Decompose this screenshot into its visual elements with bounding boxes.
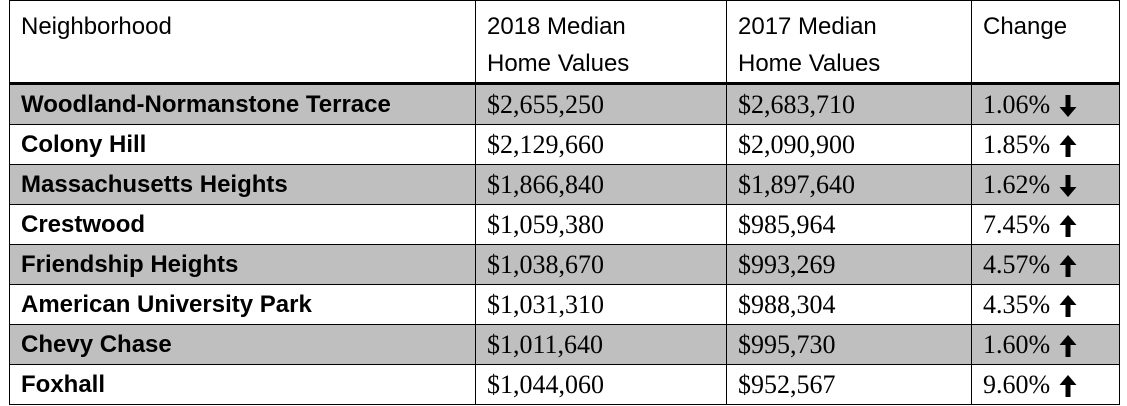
change-cell: 1.85%	[971, 124, 1120, 165]
change-value: 1.62%	[983, 170, 1051, 199]
value-2017-cell: $2,683,710	[726, 83, 972, 125]
value-2018-cell: $1,059,380	[475, 204, 727, 245]
value-2017-cell: $2,090,900	[726, 124, 972, 165]
table-row: Crestwood $1,059,380 $985,964 7.45%	[9, 204, 1120, 245]
value-2017-cell: $995,730	[726, 324, 972, 365]
value-2017-cell: $1,897,640	[726, 164, 972, 205]
header-neighborhood: Neighborhood	[9, 0, 476, 85]
header-change-label: Change	[983, 13, 1068, 40]
table-row: Massachusetts Heights $1,866,840 $1,897,…	[9, 164, 1120, 205]
header-row: Neighborhood 2018 Median Home Values 201…	[9, 0, 1120, 85]
change-cell: 1.62%	[971, 164, 1120, 205]
value-2018-cell: $1,866,840	[475, 164, 727, 205]
change-value: 1.60%	[983, 330, 1051, 359]
header-2017-median: 2017 Median Home Values	[726, 0, 972, 85]
change-value: 4.35%	[983, 290, 1051, 319]
value-2018-cell: $1,038,670	[475, 244, 727, 285]
table-row: Woodland-Normanstone Terrace $2,655,250 …	[9, 83, 1120, 125]
change-value: 4.57%	[983, 250, 1051, 279]
value-2018-cell: $2,655,250	[475, 83, 727, 125]
neighborhood-cell: Crestwood	[9, 204, 476, 245]
change-value: 9.60%	[983, 370, 1051, 399]
value-2017-cell: $988,304	[726, 284, 972, 325]
neighborhood-cell: Woodland-Normanstone Terrace	[9, 83, 476, 125]
value-2018-cell: $1,011,640	[475, 324, 727, 365]
arrow-up-icon	[1058, 294, 1078, 318]
value-2017-cell: $993,269	[726, 244, 972, 285]
table-row: American University Park $1,031,310 $988…	[9, 284, 1120, 325]
arrow-up-icon	[1058, 254, 1078, 278]
arrow-up-icon	[1058, 334, 1078, 358]
neighborhood-cell: Friendship Heights	[9, 244, 476, 285]
change-value: 1.85%	[983, 130, 1051, 159]
neighborhood-cell: Massachusetts Heights	[9, 164, 476, 205]
header-2017-line2: Home Values	[738, 50, 881, 77]
change-cell: 9.60%	[971, 364, 1120, 405]
value-2018-cell: $1,044,060	[475, 364, 727, 405]
header-neighborhood-label: Neighborhood	[21, 13, 172, 40]
change-value: 1.06%	[983, 90, 1051, 119]
header-2018-line1: 2018 Median	[487, 13, 626, 40]
neighborhood-cell: Foxhall	[9, 364, 476, 405]
table-row: Foxhall $1,044,060 $952,567 9.60%	[9, 364, 1120, 405]
value-2017-cell: $952,567	[726, 364, 972, 405]
arrow-down-icon	[1058, 174, 1078, 198]
change-value: 7.45%	[983, 210, 1051, 239]
table-row: Friendship Heights $1,038,670 $993,269 4…	[9, 244, 1120, 285]
value-2018-cell: $2,129,660	[475, 124, 727, 165]
header-2018-line2: Home Values	[487, 50, 630, 77]
table-row: Colony Hill $2,129,660 $2,090,900 1.85%	[9, 124, 1120, 165]
arrow-down-icon	[1058, 94, 1078, 118]
change-cell: 4.35%	[971, 284, 1120, 325]
neighborhood-cell: Chevy Chase	[9, 324, 476, 365]
header-2017-line1: 2017 Median	[738, 13, 877, 40]
value-2018-cell: $1,031,310	[475, 284, 727, 325]
value-2017-cell: $985,964	[726, 204, 972, 245]
arrow-up-icon	[1058, 374, 1078, 398]
arrow-up-icon	[1058, 214, 1078, 238]
change-cell: 4.57%	[971, 244, 1120, 285]
change-cell: 1.06%	[971, 83, 1120, 125]
neighborhood-cell: Colony Hill	[9, 124, 476, 165]
home-values-table: Neighborhood 2018 Median Home Values 201…	[9, 0, 1120, 405]
arrow-up-icon	[1058, 134, 1078, 158]
neighborhood-cell: American University Park	[9, 284, 476, 325]
change-cell: 7.45%	[971, 204, 1120, 245]
header-2018-median: 2018 Median Home Values	[475, 0, 727, 85]
table-row: Chevy Chase $1,011,640 $995,730 1.60%	[9, 324, 1120, 365]
header-change: Change	[971, 0, 1120, 85]
change-cell: 1.60%	[971, 324, 1120, 365]
